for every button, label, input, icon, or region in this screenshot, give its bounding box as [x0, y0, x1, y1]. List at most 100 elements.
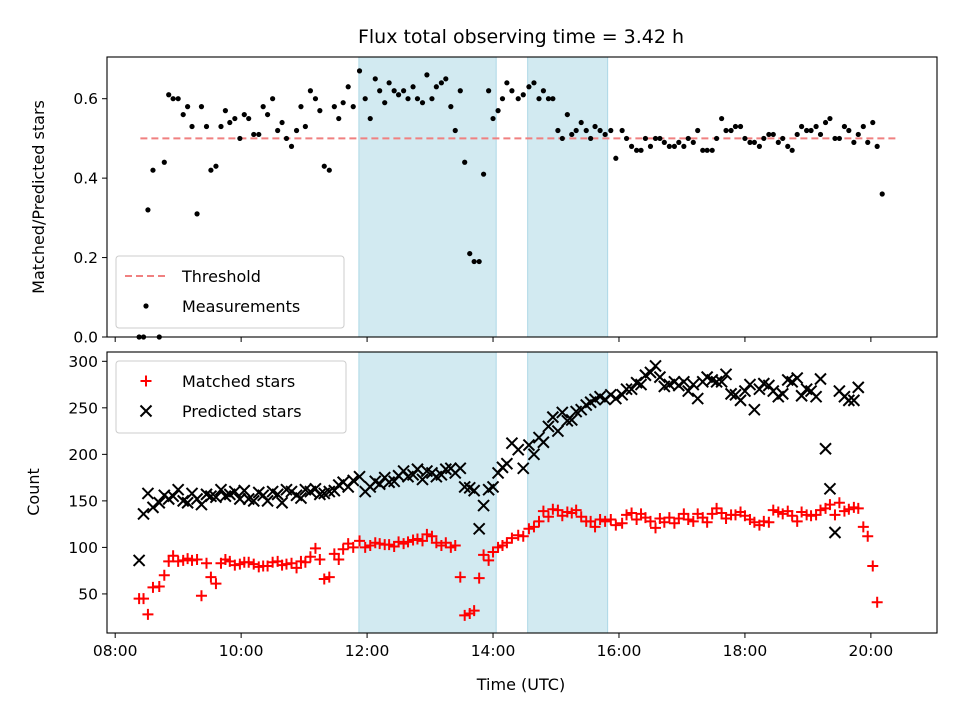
- ratio-point-dot: [602, 131, 608, 138]
- count-point-plus: [857, 521, 869, 533]
- ratio-point-dot: [438, 80, 444, 86]
- ratio-point-dot: [804, 127, 810, 134]
- ratio-point-dot: [340, 100, 346, 106]
- chart-title: Flux total observing time = 3.42 h: [358, 26, 684, 48]
- ratio-point-dot: [264, 111, 271, 118]
- count-point-x: [153, 496, 166, 509]
- count-point-plus: [701, 516, 713, 528]
- count-point-x: [517, 462, 530, 475]
- ratio-point-dot: [742, 135, 748, 142]
- ratio-point-dot: [232, 115, 238, 122]
- ratio-point-dot: [704, 147, 710, 153]
- ratio-point-dot: [218, 123, 224, 130]
- count-point-x: [776, 387, 789, 401]
- ratio-point-dot: [150, 167, 156, 173]
- ratio-point-dot: [661, 139, 667, 145]
- ratio-point-dot: [785, 143, 791, 149]
- count-point-x: [500, 457, 514, 470]
- count-point-plus: [533, 515, 545, 527]
- ratio-shaded-interval-1: [358, 57, 497, 337]
- ratio-point-dot: [822, 119, 829, 126]
- ratio-point-dot: [391, 88, 397, 94]
- count-point-plus: [459, 609, 471, 621]
- ratio-y-tick-label: 0.0: [73, 329, 98, 347]
- count-point-plus: [687, 515, 699, 527]
- ratio-point-dot: [613, 155, 619, 161]
- x-tick-label: 12:00: [345, 642, 390, 660]
- count-point-plus: [142, 608, 154, 620]
- count-point-plus: [791, 515, 803, 527]
- ratio-point-dot: [166, 92, 172, 98]
- ratio-point-dot: [789, 147, 795, 153]
- count-point-x: [609, 392, 623, 405]
- ratio-point-dot: [275, 127, 281, 134]
- ratio-panel: 0.0 0.2 0.4 0.6 Threshold Measurements: [73, 56, 938, 347]
- ratio-point-dot: [588, 135, 594, 142]
- count-point-plus: [616, 517, 628, 529]
- count-point-x: [710, 375, 723, 388]
- ratio-point-dot: [312, 96, 319, 102]
- ratio-point-dot: [813, 123, 819, 130]
- count-point-x: [233, 492, 247, 506]
- ratio-point-dot: [700, 147, 706, 153]
- count-point-x: [341, 480, 355, 494]
- ratio-point-dot: [251, 131, 257, 138]
- count-point-x: [546, 410, 560, 424]
- count-point-plus: [589, 521, 601, 533]
- ratio-point-dot: [356, 68, 363, 74]
- count-point-x: [454, 462, 467, 475]
- ratio-point-dot: [213, 163, 219, 169]
- ratio-point-dot: [685, 135, 691, 142]
- ratio-point-dot: [185, 104, 191, 110]
- count-point-x: [719, 368, 733, 381]
- ratio-point-dot: [448, 104, 454, 110]
- x-tick-label: 18:00: [723, 642, 768, 660]
- count-point-plus: [210, 578, 222, 590]
- ratio-point-dot: [638, 147, 644, 153]
- count-point-x: [620, 383, 633, 396]
- ratio-point-dot: [194, 211, 200, 217]
- count-point-plus: [862, 530, 874, 542]
- ratio-point-dot: [386, 80, 392, 86]
- count-point-plus: [605, 513, 617, 525]
- ratio-point-dot: [526, 84, 532, 90]
- count-point-x: [625, 383, 638, 396]
- ratio-point-dot: [198, 104, 205, 110]
- count-point-x: [814, 372, 827, 386]
- count-point-x: [238, 484, 251, 497]
- count-point-x: [653, 370, 667, 384]
- ratio-point-dot: [657, 135, 663, 142]
- legend-label: Predicted stars: [182, 402, 302, 421]
- count-point-x: [842, 394, 856, 407]
- ratio-point-dot: [756, 143, 763, 149]
- count-point-plus: [763, 516, 775, 528]
- count-point-plus: [631, 513, 643, 525]
- count-point-plus: [626, 507, 638, 519]
- ratio-point-dot: [799, 123, 805, 130]
- count-point-x: [743, 378, 757, 391]
- ratio-point-dot: [747, 139, 753, 145]
- ratio-point-dot: [189, 123, 195, 130]
- ratio-point-dot: [331, 104, 337, 110]
- ratio-point-dot: [499, 96, 506, 102]
- ratio-point-dot: [550, 96, 556, 102]
- count-point-plus: [426, 530, 438, 542]
- count-point-plus: [542, 511, 554, 523]
- ratio-point-dot: [623, 135, 630, 142]
- count-y-tick-label: 200: [68, 446, 98, 464]
- ratio-point-dot: [855, 131, 861, 138]
- count-point-plus: [537, 505, 549, 517]
- count-point-x: [137, 507, 150, 521]
- ratio-point-dot: [578, 119, 584, 126]
- ratio-point-dot: [372, 76, 378, 82]
- x-tick-label: 14:00: [471, 642, 516, 660]
- ratio-point-dot: [180, 111, 186, 118]
- count-point-plus: [852, 502, 864, 514]
- count-point-plus: [599, 515, 611, 527]
- count-point-x: [512, 443, 525, 456]
- count-point-plus: [585, 515, 597, 527]
- ratio-point-dot: [321, 163, 327, 169]
- count-point-x: [214, 483, 228, 496]
- count-point-plus: [610, 519, 622, 531]
- count-point-plus: [506, 532, 518, 544]
